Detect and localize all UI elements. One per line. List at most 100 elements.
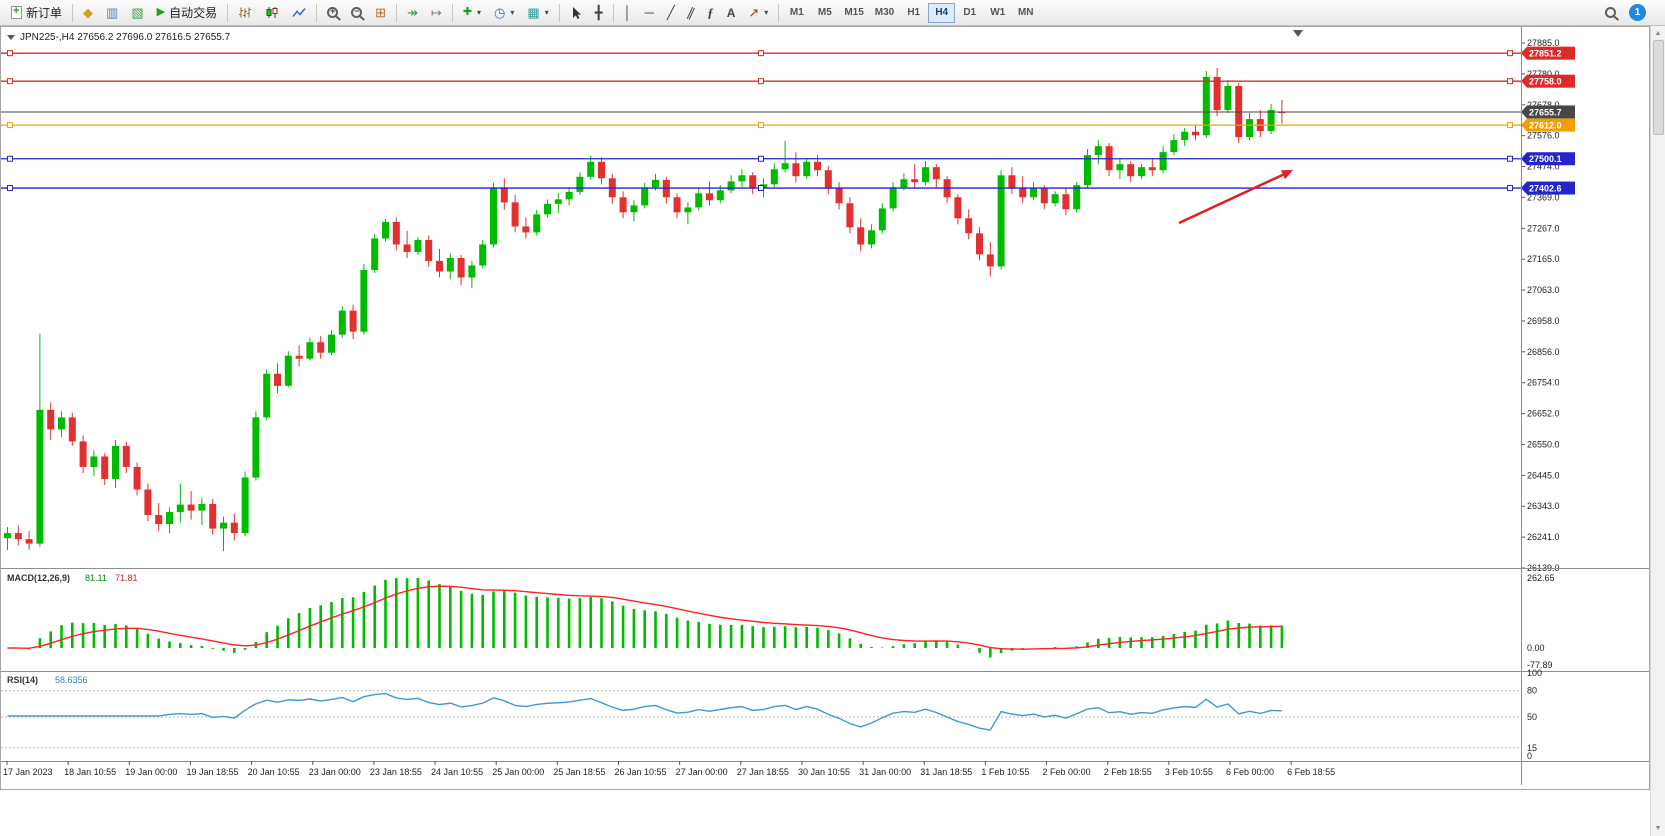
tile-windows-button[interactable]: ⊞ (369, 2, 392, 24)
chart-title: JPN225-,H4 27656.2 27696.0 27616.5 27655… (20, 32, 231, 43)
macd-pane (7, 578, 1284, 658)
crosshair-icon: ╋ (594, 5, 603, 20)
candle-down (392, 221, 400, 245)
time-axis-label: 23 Jan 18:55 (370, 767, 422, 777)
new-order-button[interactable]: + 新订单 (5, 2, 68, 24)
candle-up (371, 238, 379, 271)
data-window-icon: ▥ (106, 5, 119, 20)
price-badge (1527, 46, 1575, 60)
timeframe-button-m5[interactable]: M5 (811, 3, 838, 23)
navigator-button[interactable]: ▧ (125, 2, 149, 24)
candle-up (328, 334, 335, 353)
scroll-down-icon[interactable]: ▼ (1654, 825, 1662, 832)
candle-down (230, 522, 238, 534)
channel-button[interactable]: ∥ (682, 2, 701, 24)
line-handle[interactable] (1507, 78, 1513, 85)
line-handle[interactable] (758, 122, 764, 129)
candle-up (738, 175, 746, 182)
rsi-line (7, 692, 1282, 731)
templates-button[interactable]: ▦ ▾ (521, 2, 554, 24)
toolbar-separator (778, 3, 780, 22)
price-badge-label: 27655.7 (1529, 107, 1562, 117)
zoom-out-button[interactable]: − (345, 2, 368, 24)
oneclick-expand-icon[interactable] (7, 35, 15, 40)
vertical-line-button[interactable]: │ (618, 2, 638, 24)
main-toolbar: + 新订单 ◆ ▥ ▧ ▶ 自动交易 (0, 0, 1665, 26)
candle-down (673, 197, 681, 213)
candle-down (349, 310, 357, 332)
rsi-axis-tick: 0 (1527, 751, 1532, 761)
candle-up (198, 503, 206, 511)
candle-up (781, 163, 789, 170)
macd-axis-max: 262.65 (1527, 573, 1555, 583)
price-badge-arrow (1521, 46, 1527, 60)
line-handle[interactable] (758, 185, 764, 192)
scroll-up-icon[interactable]: ▲ (1654, 30, 1662, 37)
timeframe-button-h1[interactable]: H1 (900, 3, 927, 23)
zoom-in-button[interactable]: + (321, 2, 344, 24)
line-handle[interactable] (1507, 50, 1513, 57)
timeframe-button-mn[interactable]: MN (1012, 3, 1039, 23)
auto-scroll-button[interactable]: ↠ (401, 2, 424, 24)
line-handle[interactable] (7, 185, 13, 192)
timeframe-button-m15[interactable]: M15 (839, 3, 868, 23)
data-window-button[interactable]: ▥ (100, 2, 124, 24)
line-handle[interactable] (1507, 185, 1513, 192)
line-chart-mode-button[interactable] (286, 2, 312, 24)
trendline-button[interactable]: ╱ (661, 2, 681, 24)
candle-up (587, 161, 595, 177)
candle-down (911, 179, 919, 183)
line-handle[interactable] (758, 78, 764, 85)
chart-shift-marker[interactable] (1293, 30, 1303, 37)
timeframe-button-m1[interactable]: M1 (783, 3, 810, 23)
line-handle[interactable] (758, 155, 764, 162)
time-axis[interactable] (6, 761, 1292, 765)
crosshair-button[interactable]: ╋ (589, 2, 609, 24)
text-tool-button[interactable]: A (721, 2, 742, 24)
autotrade-button[interactable]: ▶ 自动交易 (151, 2, 223, 24)
price-axis-tick: 26241.0 (1527, 532, 1560, 542)
line-handle[interactable] (758, 50, 764, 57)
text-tool-icon: A (726, 5, 736, 20)
cursor-button[interactable] (564, 2, 588, 24)
candle-up (1159, 152, 1167, 171)
fibonacci-button[interactable]: ƒ (701, 2, 720, 24)
line-handle[interactable] (7, 50, 13, 57)
search-button[interactable] (1599, 2, 1622, 24)
horizontal-line-button[interactable]: ─ (639, 2, 660, 24)
candle-down (274, 373, 281, 386)
timeframe-button-w1[interactable]: W1 (984, 3, 1011, 23)
candle-down (792, 163, 800, 177)
templates-icon: ▦ (527, 5, 540, 20)
line-handle[interactable] (7, 155, 13, 162)
line-handle[interactable] (1507, 155, 1513, 162)
notification-badge[interactable]: 1 (1629, 4, 1646, 21)
vertical-scrollbar[interactable]: ▲ ▼ (1650, 26, 1665, 836)
timeframe-button-d1[interactable]: D1 (956, 3, 983, 23)
price-badge (1527, 105, 1575, 119)
trend-arrow-annotation[interactable] (1178, 170, 1293, 225)
toolbar-separator (316, 3, 318, 22)
candle-up (468, 265, 476, 278)
indicators-button[interactable]: ✚ ▾ (457, 2, 487, 24)
periods-button[interactable]: ◷ ▾ (488, 2, 520, 24)
candle-down (619, 197, 627, 213)
toolbar-separator (72, 3, 74, 22)
candlestick-mode-button[interactable] (259, 2, 285, 24)
line-handle[interactable] (7, 78, 13, 85)
line-handle[interactable] (1507, 122, 1513, 129)
chart-shift-button[interactable]: ↦ (425, 2, 448, 24)
timeframe-button-m30[interactable]: M30 (870, 3, 899, 23)
timeframe-button-h4[interactable]: H4 (928, 2, 956, 23)
candle-down (824, 170, 832, 189)
candle-down (511, 202, 519, 227)
bar-chart-mode-button[interactable] (232, 2, 258, 24)
line-handle[interactable] (7, 122, 13, 129)
chart-canvas[interactable]: 27885.0 27780.0 27678.0 27576.0 27474.0 27369… (1, 27, 1649, 789)
candle-up (1170, 140, 1178, 153)
market-watch-button[interactable]: ◆ (77, 2, 99, 24)
arrows-tool-button[interactable]: ↗ ▾ (742, 2, 774, 24)
chart-background (1, 27, 1649, 789)
candle-down (436, 260, 443, 272)
scrollbar-thumb[interactable] (1652, 40, 1664, 135)
